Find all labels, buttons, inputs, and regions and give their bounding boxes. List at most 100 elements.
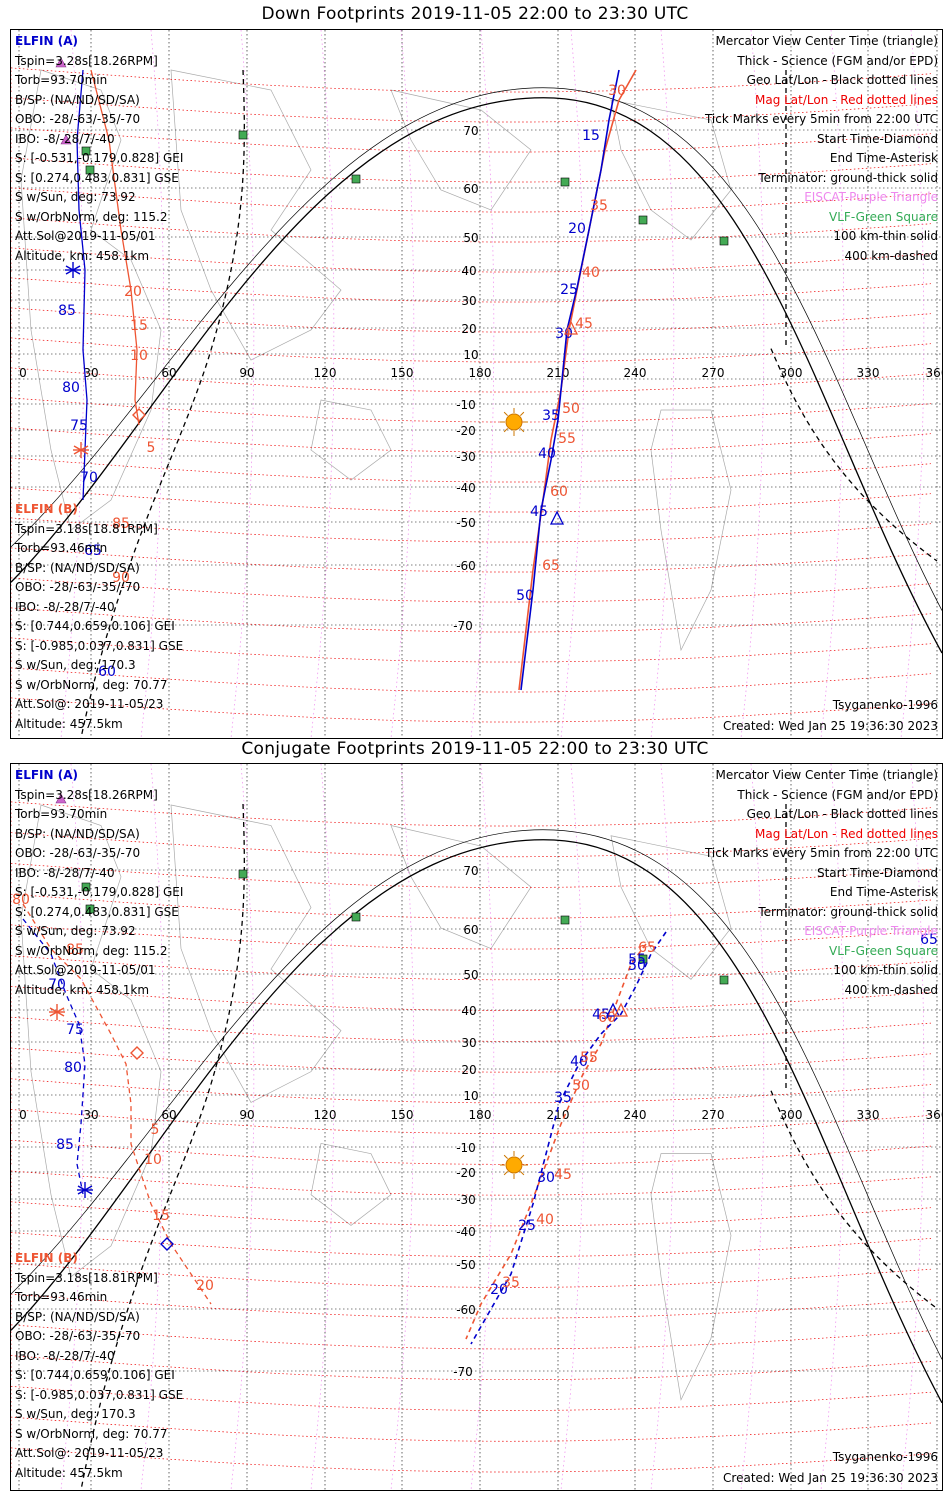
elfin-a-time-tick: 55	[628, 952, 646, 968]
panel-title-down: Down Footprints 2019-11-05 22:00 to 23:3…	[261, 4, 689, 24]
elfin-b-track-segment	[90, 69, 140, 426]
elfin-a-info: ELFIN (A) Tspin=3.28s[18.26RPM] Torb=93.70…	[15, 766, 183, 1000]
elfin-a-info-line: S w/Sun, deg: 73.92	[15, 924, 136, 938]
elfin-a-time-tick: 50	[628, 958, 646, 974]
sun-ray	[520, 428, 525, 433]
mag-meridian	[650, 764, 675, 1490]
mag-parallel	[11, 97, 932, 123]
elfin-b-time-tick: 50	[572, 1078, 590, 1094]
lon-tick-label: 300	[780, 1108, 803, 1122]
elfin-a-info-line: B/SP: (NA/ND/SD/SA)	[15, 826, 140, 841]
sun-disc	[505, 1156, 523, 1174]
lon-tick-label: 60	[161, 366, 176, 380]
lon-tick-label: 120	[314, 1108, 337, 1122]
vlf-station-square	[85, 904, 95, 914]
coastline-outline	[20, 804, 162, 1278]
elfin-b-info-line: Torb=93.46min	[15, 1290, 108, 1304]
model-label: Tsyganenko-1996	[832, 1450, 938, 1464]
sun-ray	[503, 1154, 508, 1159]
vlf-station-square	[351, 912, 361, 922]
mag-parallel	[11, 697, 932, 723]
elfin-a-info-line: IBO: -8/-28/7/-40	[15, 865, 115, 880]
elfin-a-info-line: Torb=93.70min	[15, 73, 108, 87]
mag-parallel	[11, 1109, 932, 1134]
map-canvas: 0 30 60 90 120 150 180 210 240 270 300 330 360 70 60 50…	[11, 30, 942, 738]
mag-parallel	[11, 67, 932, 93]
mag-parallel	[11, 427, 932, 453]
coastline-outline	[650, 409, 732, 652]
lat-tick-label: -60	[456, 559, 476, 573]
elfin-b-track	[518, 69, 637, 691]
lon-tick-label: 240	[624, 1108, 647, 1122]
elfin-b-info: ELFIN (B) Tspin=3.18s[18.81RPM] Torb=93.46…	[15, 1249, 183, 1483]
lon-tick-label: 270	[702, 1108, 725, 1122]
elfin-a-end-asterisk	[65, 262, 81, 278]
legend-entry: 400 km-dashed	[844, 248, 938, 263]
legend-entry: Mag Lat/Lon - Red dotted lines	[754, 92, 938, 107]
eiscat-triangle	[60, 134, 72, 145]
elfin-b-info-line: B/SP: (NA/ND/SD/SA)	[15, 560, 140, 575]
elfin-a-time-tick: 30	[537, 1170, 555, 1186]
elfin-a-info-line: OBO: -28/-63/-35/-70	[15, 846, 141, 860]
lon-tick-label: 30	[83, 1108, 98, 1122]
lat-tick-label: 10	[463, 1089, 478, 1103]
elfin-b-time-tick: 85	[112, 516, 130, 532]
mag-parallel	[11, 1232, 932, 1258]
elfin-b-info-line: S: [-0.985,0.037,0.831] GSE	[15, 638, 184, 653]
elfin-b-time-tick: 55	[580, 1050, 598, 1066]
lat-tick-label: 30	[461, 1036, 476, 1050]
elfin-a-info-line: IBO: -8/-28/7/-40	[15, 131, 115, 146]
lat-tick-label: -70	[453, 1365, 473, 1379]
mag-parallel	[11, 1078, 932, 1104]
coastline-outline	[170, 804, 342, 1103]
legend-entry: EISCAT-Purple Triangle	[804, 190, 938, 204]
elfin-a-info-line: S: [-0.531,-0.179,0.828] GEI	[15, 151, 184, 165]
terminator-ground	[11, 839, 942, 1404]
elfin-b-header: ELFIN (B)	[15, 502, 78, 516]
elfin-b-info-line: S w/Sun, deg: 170.3	[15, 658, 136, 672]
elfin-b-info-line: S w/OrbNorm, deg: 70.77	[15, 1426, 168, 1441]
elfin-a-time-tick: 75	[70, 418, 88, 434]
elfin-b-info-line: Altitude: 457.5km	[15, 1465, 123, 1480]
elfin-a-info-line: OBO: -28/-63/-35/-70	[15, 112, 141, 126]
legend-entry: Start Time-Diamond	[816, 131, 938, 146]
elfin-b-info-line: Att.Sol@: 2019-11-05/23	[15, 1446, 164, 1460]
elfin-b-end-asterisk	[49, 1004, 65, 1020]
mag-meridian	[310, 30, 335, 738]
lon-tick-label: 120	[314, 366, 337, 380]
mag-meridian	[820, 30, 845, 738]
elfin-b-info-line: B/SP: (NA/ND/SD/SA)	[15, 1309, 140, 1324]
legend-entry: VLF-Green Square	[829, 209, 938, 224]
mag-meridians	[60, 30, 925, 738]
elfin-a-info-line: Att.Sol@2019-11-05/01	[15, 229, 156, 243]
legend-entry: Terminator: ground-thick solid	[758, 170, 938, 185]
mag-parallel	[11, 1201, 932, 1227]
sun-ray	[503, 411, 508, 416]
sun-ray	[520, 411, 525, 416]
terminator-400km-left	[80, 803, 245, 1490]
elfin-a-info-line: Tspin=3.28s[18.26RPM]	[15, 787, 158, 802]
elfin-b-end-asterisk	[73, 442, 89, 458]
vlf-station-square	[560, 177, 570, 187]
mag-parallel	[11, 337, 932, 363]
legend-entry: 100 km-thin solid	[833, 963, 938, 977]
elfin-b-time-tick: 60	[598, 1010, 616, 1026]
elfin-b-time-tick: 55	[558, 431, 576, 447]
elfin-a-time-tick: 85	[56, 1137, 74, 1153]
elfin-b-info-line: S: [-0.985,0.037,0.831] GSE	[15, 1387, 184, 1402]
mag-meridian	[900, 30, 925, 738]
elfin-b-info-line: S w/OrbNorm, deg: 70.77	[15, 677, 168, 692]
mag-parallel	[11, 187, 932, 213]
mag-parallel	[11, 1293, 932, 1319]
lon-tick-label: 30	[83, 366, 98, 380]
elfin-a-time-tick: 80	[64, 1060, 82, 1076]
elfin-b-time-tick: 45	[554, 1167, 572, 1183]
mag-parallel	[11, 1355, 932, 1381]
elfin-b-time-tick: 50	[562, 401, 580, 417]
elfin-b-time-tick: 40	[582, 265, 600, 281]
sun-ray	[520, 1154, 525, 1159]
elfin-a-info-line: S w/OrbNorm, deg: 115.2	[15, 209, 168, 224]
elfin-b-start-diamond	[130, 1046, 144, 1060]
vlf-station-square	[638, 215, 648, 225]
elfin-b-time-tick: 65	[542, 558, 560, 574]
